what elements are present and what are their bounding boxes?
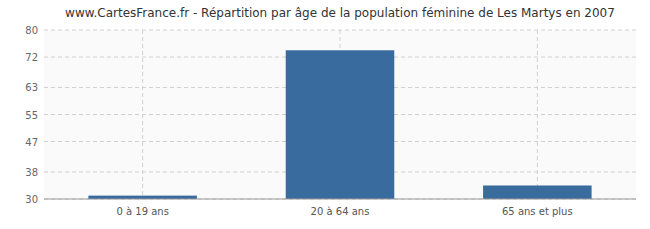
y-tick-label: 72 — [25, 52, 38, 63]
y-tick-label: 38 — [25, 167, 38, 178]
y-tick-label: 63 — [25, 82, 38, 93]
x-grid-line — [142, 30, 143, 199]
y-tick-label: 80 — [25, 25, 38, 36]
y-axis: 30 38 47 55 63 72 80 — [25, 25, 38, 205]
y-tick-label: 47 — [25, 137, 38, 148]
x-grid-line — [537, 30, 538, 199]
x-tick-label: 20 à 64 ans — [311, 206, 370, 217]
bar — [286, 50, 395, 199]
bar — [483, 185, 592, 199]
x-tick-label: 65 ans et plus — [502, 206, 573, 217]
chart-container: www.CartesFrance.fr - Répartition par âg… — [0, 0, 650, 229]
chart-title: www.CartesFrance.fr - Répartition par âg… — [65, 6, 615, 20]
y-tick-label: 55 — [25, 110, 38, 121]
x-axis: 0 à 19 ans 20 à 64 ans 65 ans et plus — [116, 206, 572, 217]
y-tick-label: 30 — [25, 194, 38, 205]
chart-svg: www.CartesFrance.fr - Répartition par âg… — [0, 0, 650, 229]
y-grid-line — [44, 199, 636, 200]
x-tick-label: 0 à 19 ans — [116, 206, 168, 217]
bar — [88, 196, 197, 199]
bars — [88, 50, 591, 199]
x-axis-line — [44, 199, 636, 200]
